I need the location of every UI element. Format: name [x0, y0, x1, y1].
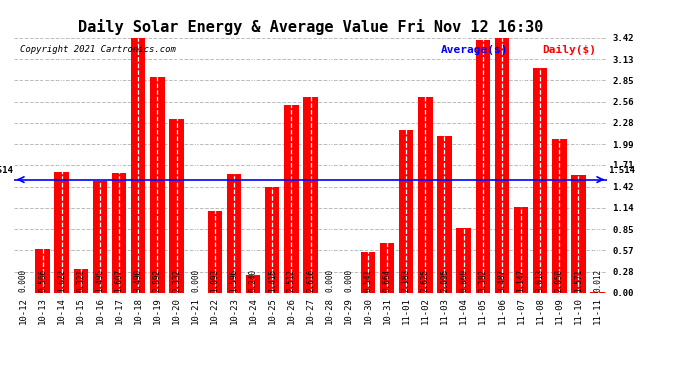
Text: 2.058: 2.058 [555, 268, 564, 292]
Bar [35, 249, 50, 292]
Text: 1.607: 1.607 [115, 268, 124, 292]
Text: 3.013: 3.013 [535, 268, 544, 292]
Bar [112, 172, 126, 292]
Text: 1.622: 1.622 [57, 268, 66, 292]
Text: 2.183: 2.183 [402, 268, 411, 292]
Text: Copyright 2021 Cartronics.com: Copyright 2021 Cartronics.com [20, 45, 176, 54]
Text: 0.000: 0.000 [344, 268, 353, 292]
Text: 2.512: 2.512 [287, 268, 296, 292]
Text: 0.000: 0.000 [19, 268, 28, 292]
Text: 1.596: 1.596 [230, 268, 239, 292]
Text: 2.332: 2.332 [172, 268, 181, 292]
Text: 1.093: 1.093 [210, 268, 219, 292]
Bar [304, 98, 317, 292]
Text: 1.147: 1.147 [517, 268, 526, 292]
Text: 0.869: 0.869 [459, 268, 468, 292]
Bar [208, 211, 222, 292]
Bar [457, 228, 471, 292]
Text: 1.514: 1.514 [0, 166, 13, 175]
Text: 3.490: 3.490 [134, 268, 143, 292]
Bar [265, 187, 279, 292]
Bar [418, 97, 433, 292]
Bar [74, 268, 88, 292]
Text: 2.095: 2.095 [440, 268, 449, 292]
Bar [399, 130, 413, 292]
Bar [246, 274, 260, 292]
Text: 1.514: 1.514 [608, 166, 635, 175]
Bar [361, 252, 375, 292]
Bar [514, 207, 529, 292]
Text: 2.616: 2.616 [306, 268, 315, 292]
Text: 2.625: 2.625 [421, 268, 430, 292]
Bar [227, 174, 241, 292]
Bar [475, 40, 490, 292]
Text: 1.571: 1.571 [574, 268, 583, 292]
Bar [552, 139, 566, 292]
Bar [437, 136, 452, 292]
Bar [284, 105, 299, 292]
Text: 3.382: 3.382 [478, 268, 487, 292]
Text: 0.240: 0.240 [248, 268, 257, 292]
Bar [380, 243, 394, 292]
Text: 1.495: 1.495 [95, 268, 104, 292]
Text: 1.415: 1.415 [268, 268, 277, 292]
Bar [533, 68, 547, 292]
Bar [571, 176, 586, 292]
Bar [92, 181, 107, 292]
Text: 0.000: 0.000 [191, 268, 200, 292]
Title: Daily Solar Energy & Average Value Fri Nov 12 16:30: Daily Solar Energy & Average Value Fri N… [78, 19, 543, 35]
Text: 0.000: 0.000 [325, 268, 334, 292]
Text: 0.012: 0.012 [593, 268, 602, 292]
Bar [169, 118, 184, 292]
Text: Daily($): Daily($) [542, 45, 596, 55]
Text: 3.487: 3.487 [497, 268, 506, 292]
Text: 2.892: 2.892 [153, 268, 162, 292]
Bar [131, 32, 146, 292]
Text: 0.541: 0.541 [364, 268, 373, 292]
Text: Average($): Average($) [441, 45, 509, 55]
Text: 0.586: 0.586 [38, 268, 47, 292]
Bar [495, 33, 509, 292]
Text: 0.664: 0.664 [382, 268, 391, 292]
Text: 0.321: 0.321 [77, 268, 86, 292]
Bar [55, 171, 69, 292]
Bar [150, 77, 164, 292]
